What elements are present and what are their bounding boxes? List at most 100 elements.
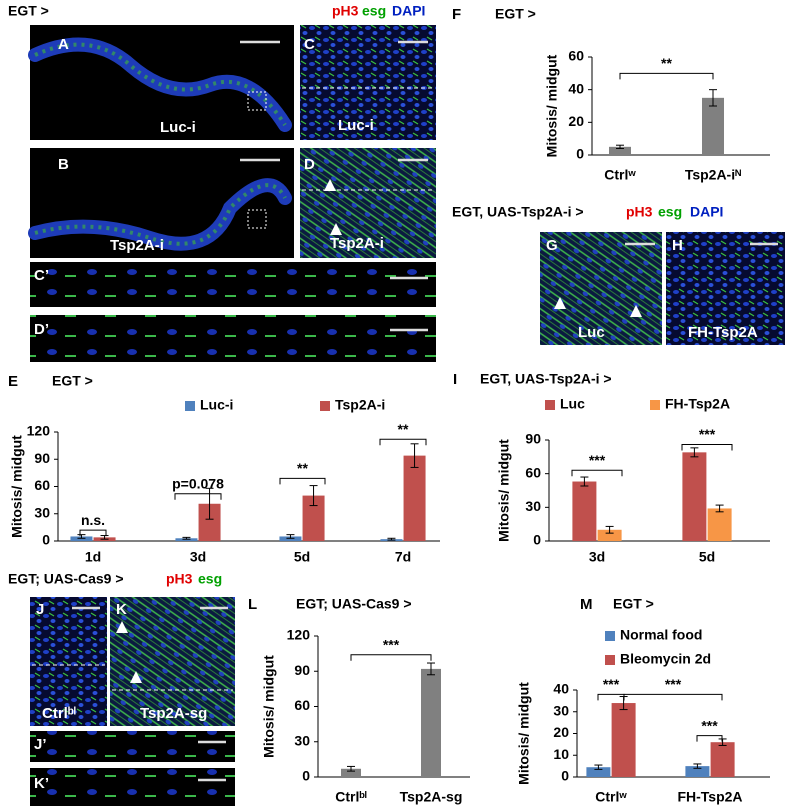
bar	[421, 668, 441, 777]
significance-bracket	[696, 735, 723, 742]
chart-title: EGT >	[613, 596, 654, 612]
y-tick-label: 60	[568, 48, 584, 64]
stain: pH3	[166, 571, 193, 587]
image	[110, 597, 235, 726]
bar	[682, 452, 707, 541]
image-label: Luc	[578, 324, 605, 341]
y-tick-label: 30	[34, 504, 50, 520]
stain: pH3	[626, 204, 653, 220]
bar	[597, 529, 622, 541]
panel-letter: A	[58, 36, 69, 53]
image	[666, 232, 785, 345]
arrowhead	[324, 179, 336, 191]
x-tick-label: Ctrlʷ	[604, 167, 636, 183]
significance-label: ***	[699, 426, 716, 442]
legend-swatch	[605, 631, 615, 641]
bar	[302, 495, 325, 541]
arrowhead	[630, 305, 642, 317]
panel-letter: D’	[34, 321, 49, 338]
panel-letter: D	[304, 156, 315, 173]
y-tick-label: 0	[533, 532, 541, 548]
legend-swatch	[650, 400, 660, 410]
significance-label: ***	[589, 452, 606, 468]
stain: esg	[198, 571, 222, 587]
arrowhead	[116, 621, 128, 633]
legend-label: Bleomycin 2d	[620, 651, 711, 667]
chart-title: EGT; UAS-Cas9 >	[296, 596, 412, 612]
gut	[28, 37, 292, 132]
panel-letter: K’	[34, 775, 49, 792]
y-tick-label: 40	[553, 681, 569, 697]
image-label: Luc-i	[160, 119, 196, 136]
significance-label: ***	[701, 717, 718, 733]
image	[30, 768, 235, 806]
y-tick-label: 0	[561, 768, 569, 784]
significance-bracket	[79, 529, 107, 537]
panel-letter: B	[58, 156, 69, 173]
legend-swatch	[185, 401, 195, 411]
y-axis-label: Mitosis/ midgut	[544, 54, 560, 157]
y-axis-label: Mitosis/ midgut	[9, 435, 25, 538]
image-label: FH-Tsp2A	[688, 324, 758, 341]
image	[300, 25, 436, 140]
image	[30, 262, 436, 307]
panel-letter: H	[672, 237, 683, 254]
panel-letter: G	[546, 237, 558, 254]
panel-letter: L	[248, 596, 257, 613]
legend-label: Luc	[560, 396, 585, 412]
image	[30, 731, 235, 762]
x-tick-label: FH-Tsp2A	[677, 789, 742, 805]
image-label: Tsp2A-sg	[140, 705, 207, 722]
stain: esg	[658, 204, 682, 220]
gut-esg	[34, 183, 287, 246]
x-tick-label: 7d	[395, 549, 411, 565]
y-tick-label: 90	[34, 450, 50, 466]
y-tick-label: 60	[34, 477, 50, 493]
header: EGT, UAS-Tsp2A-i >	[452, 204, 584, 220]
y-tick-label: 60	[525, 464, 541, 480]
chart-title: EGT >	[495, 6, 536, 22]
stain: DAPI	[690, 204, 723, 220]
panel-letter: M	[580, 596, 593, 613]
bar	[403, 455, 426, 541]
panel-letter: J	[36, 601, 44, 618]
bar	[702, 97, 724, 155]
y-tick-label: 30	[525, 498, 541, 514]
legend-label: Normal food	[620, 627, 702, 643]
y-tick-label: 40	[568, 80, 584, 96]
significance-bracket	[379, 438, 427, 446]
significance-label: **	[398, 421, 409, 437]
significance-label: **	[661, 55, 672, 71]
significance-label: ***	[665, 676, 682, 692]
x-tick-label: Tsp2A-sg	[400, 789, 463, 805]
significance-label: ***	[603, 676, 620, 692]
x-tick-label: Tsp2A-iᴺ	[685, 167, 741, 183]
y-tick-label: 60	[294, 697, 310, 713]
y-tick-label: 90	[294, 662, 310, 678]
y-tick-label: 0	[42, 532, 50, 548]
chart-title: EGT, UAS-Tsp2A-i >	[480, 371, 612, 387]
x-tick-label: 1d	[85, 549, 101, 565]
significance-bracket	[681, 443, 733, 451]
image	[30, 315, 436, 362]
image-label: Tsp2A-i	[330, 235, 384, 252]
bar	[710, 742, 735, 777]
panel-letter: J’	[34, 736, 47, 753]
panel-letter: C’	[34, 267, 49, 284]
y-tick-label: 90	[525, 431, 541, 447]
stain: esg	[362, 3, 386, 19]
x-tick-label: 5d	[294, 549, 310, 565]
chart-title: EGT >	[52, 373, 93, 389]
y-tick-label: 20	[568, 113, 584, 129]
y-tick-label: 120	[27, 423, 51, 439]
y-tick-label: 20	[553, 724, 569, 740]
bar	[586, 767, 611, 777]
legend-label: FH-Tsp2A	[665, 396, 730, 412]
y-tick-label: 10	[553, 746, 569, 762]
significance-bracket	[350, 654, 432, 661]
header: EGT; UAS-Cas9 >	[8, 571, 124, 587]
x-tick-label: Ctrlʷ	[595, 789, 627, 805]
significance-label: ***	[383, 637, 400, 653]
panel-letter: K	[116, 601, 127, 618]
